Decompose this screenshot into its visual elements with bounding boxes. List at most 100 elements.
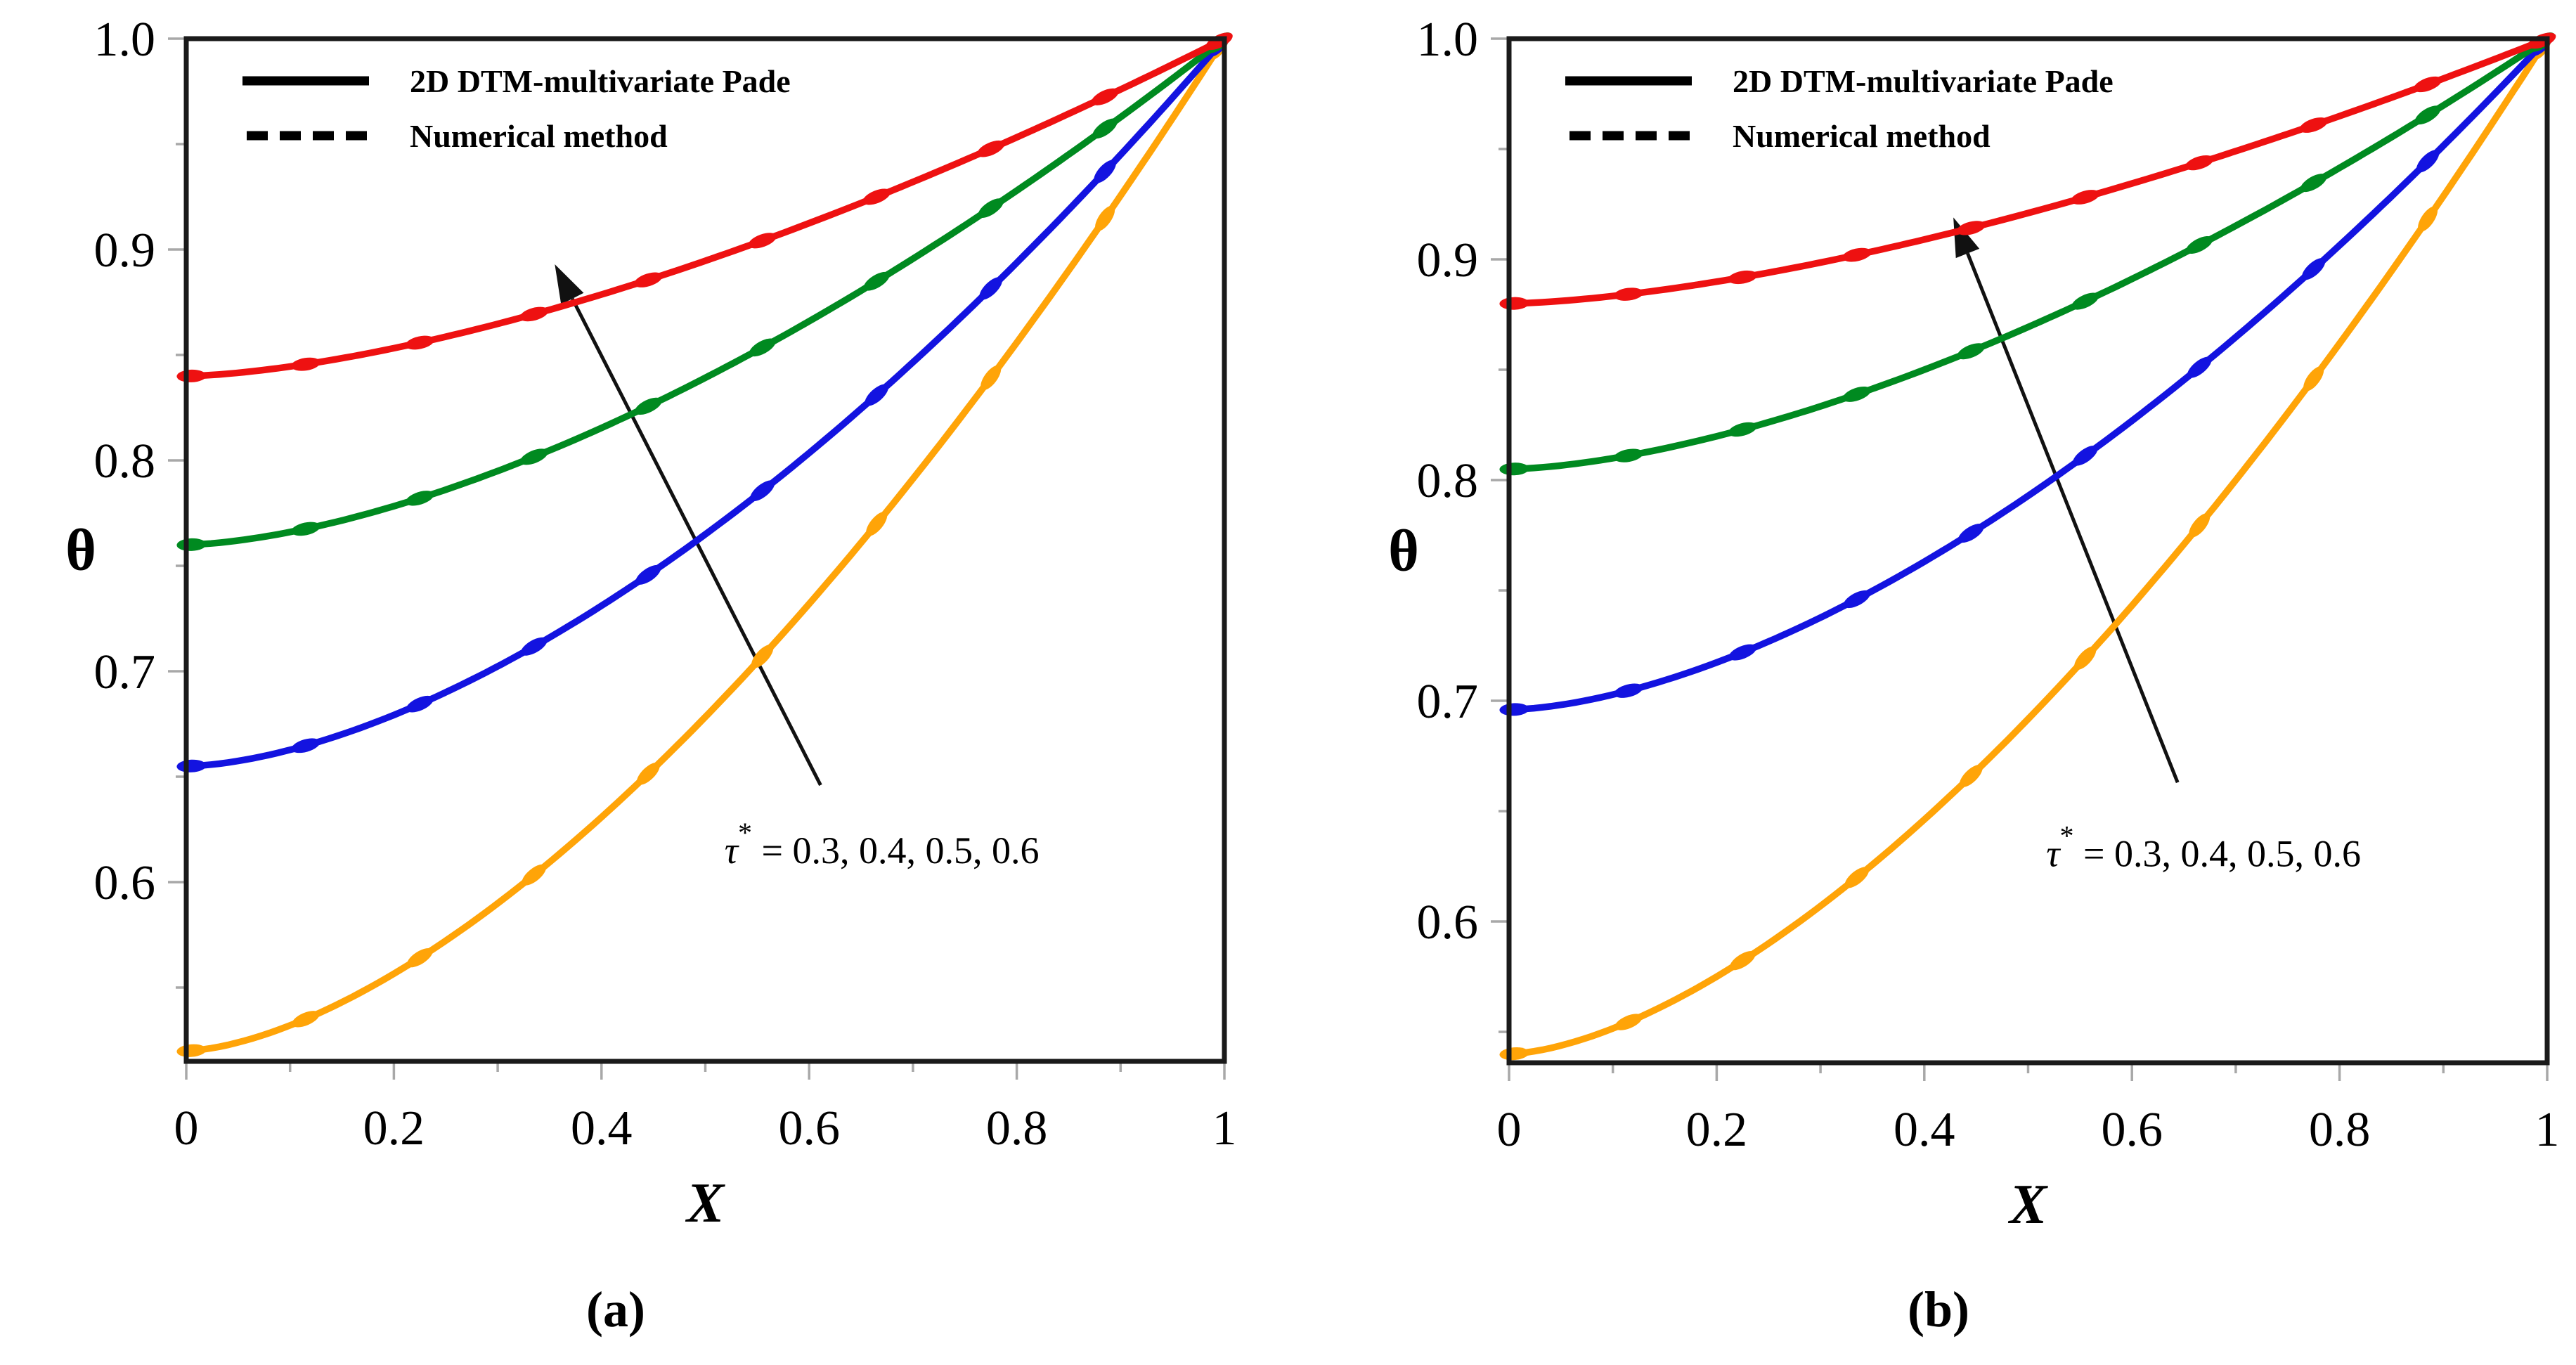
numerical-method-marker-blue: [291, 738, 321, 753]
numerical-method-marker-orange: [1729, 950, 1756, 971]
y-tick-label: 0.6: [1417, 895, 1479, 950]
numerical-method-marker-green: [406, 491, 434, 506]
numerical-method-marker-red: [2071, 190, 2100, 205]
x-tick-label: 1: [2535, 1103, 2560, 1157]
y-tick-label: 0.9: [94, 224, 156, 278]
series-line-blue: [1506, 35, 2551, 713]
plot-frame: [183, 36, 1227, 1064]
x-tick-label: 1: [1212, 1101, 1237, 1156]
numerical-method-marker-green: [1092, 118, 1118, 139]
x-tick-label: 0: [1497, 1103, 1522, 1157]
numerical-method-marker-orange: [176, 1044, 207, 1057]
numerical-method-marker-green: [176, 538, 207, 551]
numerical-method-marker-red: [2185, 155, 2214, 171]
x-tick-label: 0.6: [778, 1101, 840, 1156]
numerical-method-marker-blue: [2301, 258, 2326, 280]
numerical-method-marker-blue: [750, 480, 775, 502]
numerical-method-marker-orange: [2303, 366, 2324, 392]
legend-label-numerical: Numerical method: [1733, 118, 1991, 154]
numerical-method-marker-red: [1728, 270, 1758, 285]
legend-label-numerical: Numerical method: [410, 118, 668, 154]
numerical-method-marker-orange: [292, 1011, 320, 1028]
numerical-method-marker-red: [291, 357, 321, 371]
numerical-method-marker-orange: [636, 762, 660, 785]
numerical-method-marker-green: [2414, 105, 2441, 125]
numerical-method-marker-blue: [1728, 644, 1757, 661]
numerical-method-marker-orange: [751, 645, 774, 668]
numerical-method-marker-blue: [979, 277, 1002, 300]
y-tick-label: 0.8: [94, 434, 156, 489]
numerical-method-marker-red: [1614, 287, 1643, 301]
x-axis-title-x: X: [685, 1172, 725, 1234]
numerical-method-marker-red: [405, 335, 434, 350]
numerical-method-marker-green: [1614, 448, 1643, 462]
numerical-method-marker-green: [2071, 292, 2099, 310]
numerical-method-marker-orange: [1959, 765, 1983, 787]
numerical-method-marker-green: [2186, 235, 2213, 254]
y-axis-title-theta: θ: [65, 518, 96, 583]
numerical-method-marker-red: [519, 306, 549, 322]
x-tick-label: 0.8: [2309, 1103, 2371, 1157]
numerical-method-marker-orange: [1499, 1047, 1529, 1061]
tau-values-annotation: τ* = 0.3, 0.4, 0.5, 0.6: [725, 817, 1040, 872]
numerical-method-marker-orange: [406, 948, 433, 968]
numerical-method-marker-red: [1956, 221, 1986, 235]
numerical-method-marker-blue: [2072, 445, 2098, 466]
numerical-method-marker-red: [1842, 247, 1872, 262]
series-line-red: [1506, 35, 2551, 307]
numerical-method-marker-orange: [2418, 206, 2438, 232]
numerical-method-marker-blue: [1614, 683, 1643, 698]
series-line-blue: [183, 35, 1228, 770]
legend: 2D DTM-multivariate Pade Numerical method: [1565, 63, 2114, 154]
numerical-method-marker-blue: [176, 759, 207, 772]
numerical-method-marker-red: [862, 188, 891, 205]
numerical-method-marker-green: [520, 448, 548, 465]
x-tick-label: 0.4: [571, 1101, 633, 1156]
numerical-method-marker-red: [977, 140, 1005, 157]
numerical-method-marker-orange: [1844, 867, 1870, 888]
y-axis-title-theta: θ: [1388, 519, 1419, 584]
numerical-method-marker-green: [749, 338, 776, 357]
numerical-method-marker-orange: [2189, 513, 2211, 538]
numerical-method-marker-blue: [635, 564, 661, 585]
y-tick-label: 0.9: [1417, 233, 1479, 287]
numerical-method-marker-red: [176, 369, 207, 382]
series-line-green: [1506, 35, 2551, 473]
y-tick-label: 0.7: [1417, 675, 1479, 729]
numerical-method-marker-orange: [980, 365, 1002, 390]
numerical-method-marker-red: [1091, 88, 1119, 105]
numerical-method-marker-orange: [522, 864, 547, 886]
x-tick-label: 0.6: [2101, 1103, 2163, 1157]
numerical-method-marker-green: [2300, 174, 2327, 193]
numerical-method-marker-orange: [1095, 205, 1115, 231]
numerical-method-marker-blue: [2187, 356, 2212, 378]
numerical-method-marker-orange: [866, 512, 888, 536]
panel-b-caption: (b): [1908, 1281, 1969, 1338]
series-line-green: [183, 35, 1228, 548]
numerical-method-marker-red: [1499, 297, 1529, 310]
legend: 2D DTM-multivariate Pade Numerical method: [242, 63, 791, 154]
numerical-method-marker-blue: [1094, 160, 1116, 183]
numerical-method-marker-green: [291, 522, 321, 536]
x-tick-label: 0.2: [1686, 1103, 1748, 1157]
series-line-red: [183, 35, 1228, 380]
numerical-method-marker-red: [748, 233, 777, 249]
numerical-method-marker-blue: [2416, 150, 2440, 173]
numerical-method-marker-green: [1842, 386, 1871, 402]
numerical-method-marker-green: [1957, 343, 1986, 360]
y-tick-label: 1.0: [1417, 13, 1479, 67]
numerical-method-marker-green: [1728, 422, 1757, 437]
series-line-orange: [183, 35, 1228, 1054]
numerical-method-marker-blue: [406, 695, 434, 713]
numerical-method-marker-blue: [1843, 590, 1870, 609]
numerical-method-marker-green: [1499, 462, 1529, 476]
numerical-method-marker-blue: [521, 637, 548, 656]
numerical-method-marker-blue: [1957, 524, 1984, 543]
y-tick-label: 0.7: [94, 645, 156, 699]
y-tick-label: 0.6: [94, 856, 156, 910]
plot-frame: [1506, 36, 2550, 1066]
panel-a: 1.0 0.9 0.8 0.7 0.6 0 0.2 0.4 0.6 0.8 1 2D DTM-mult…: [65, 13, 1236, 1234]
legend-label-pade: 2D DTM-multivariate Pade: [410, 63, 791, 99]
numerical-method-marker-red: [2414, 76, 2442, 93]
